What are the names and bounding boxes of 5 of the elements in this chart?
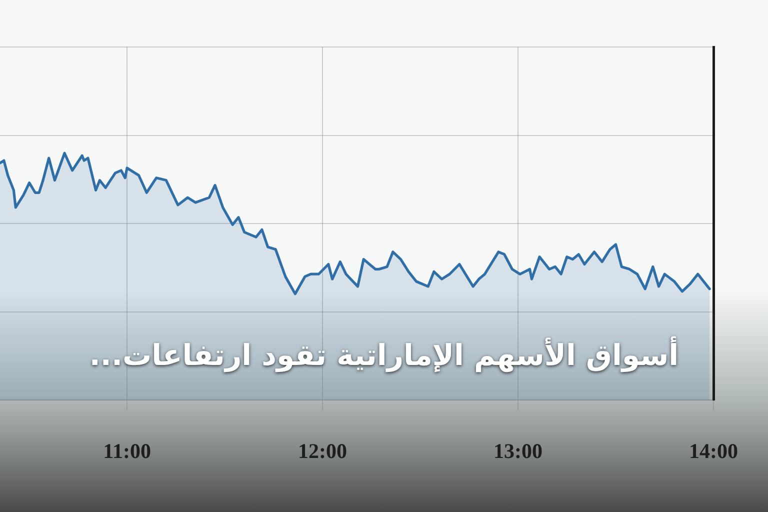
x-tick-label: 12:00 [298, 439, 348, 464]
text: أسواق الأسهم الإماراتية تقود ارتفاعات... [88, 338, 680, 372]
x-tick-label: 11:00 [103, 439, 151, 464]
x-tick-label: 14:00 [689, 439, 738, 464]
x-tick-label: 13:00 [494, 439, 543, 464]
